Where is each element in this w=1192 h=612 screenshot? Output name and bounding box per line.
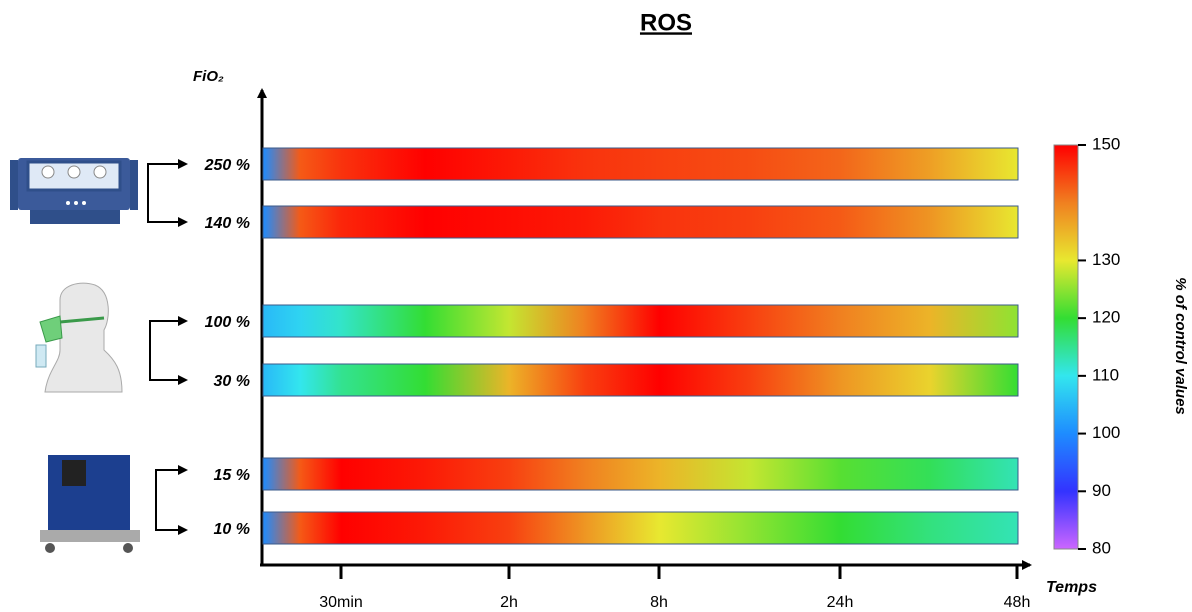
colorbar-tick-label: 120 xyxy=(1092,308,1120,327)
strip-outline xyxy=(262,511,1019,545)
colorbar-tick-label: 130 xyxy=(1092,250,1120,269)
row-label: 140 % xyxy=(205,215,250,232)
heat-segment xyxy=(584,364,660,396)
colorbar-tick-label: 110 xyxy=(1092,365,1119,384)
heat-segment xyxy=(425,206,510,238)
heat-segment xyxy=(341,512,426,544)
strip-outline xyxy=(262,147,1019,181)
heat-segment xyxy=(659,364,751,396)
x-tick-label: 24h xyxy=(827,594,854,611)
heat-segment xyxy=(509,512,585,544)
colorbar xyxy=(1053,144,1079,550)
colorbar-tick-label: 80 xyxy=(1092,538,1111,557)
heat-segment xyxy=(509,364,585,396)
colorbar-tick-label: 100 xyxy=(1092,423,1120,442)
heat-segment xyxy=(263,148,301,180)
strip-outline xyxy=(262,205,1019,239)
heat-segment xyxy=(659,148,751,180)
heat-segment xyxy=(840,206,931,238)
x-tick-label: 30min xyxy=(319,594,363,611)
heat-segment xyxy=(930,148,1019,180)
heat-segment xyxy=(300,512,342,544)
heat-segment xyxy=(263,305,301,337)
x-tick-label: 8h xyxy=(650,594,668,611)
heat-segment xyxy=(750,364,841,396)
heat-segment xyxy=(300,206,342,238)
heat-segment xyxy=(509,148,585,180)
heat-segment xyxy=(300,458,342,490)
row-label: 15 % xyxy=(214,467,250,484)
heat-segment xyxy=(584,458,660,490)
chart-title: ROS xyxy=(640,9,692,36)
heat-segment xyxy=(750,206,841,238)
brackets xyxy=(147,159,188,535)
heat-segment xyxy=(584,148,660,180)
heat-segment xyxy=(425,512,510,544)
heat-segment xyxy=(509,305,585,337)
heat-segment xyxy=(425,148,510,180)
heat-segment xyxy=(584,305,660,337)
heat-segment xyxy=(930,458,1019,490)
heat-segment xyxy=(584,512,660,544)
heat-segment xyxy=(750,512,841,544)
heat-segment xyxy=(840,458,931,490)
heat-segment xyxy=(930,512,1019,544)
heat-segment xyxy=(425,458,510,490)
heat-segment xyxy=(263,512,301,544)
strip-outline xyxy=(262,304,1019,338)
heat-segment xyxy=(263,458,301,490)
heat-segment xyxy=(509,458,585,490)
colorbar-label: % of control values xyxy=(1172,277,1189,415)
incubator-icon xyxy=(10,158,138,224)
heat-segment xyxy=(509,206,585,238)
heat-segment xyxy=(425,305,510,337)
colorbar-tick-label: 150 xyxy=(1092,134,1120,153)
strip-outline xyxy=(262,363,1019,397)
row-label: 250 % xyxy=(204,157,250,174)
x-tick-label: 48h xyxy=(1004,594,1031,611)
heat-segment xyxy=(425,364,510,396)
row-label: 100 % xyxy=(205,314,250,331)
heat-segment xyxy=(300,364,342,396)
heat-segment xyxy=(659,512,751,544)
heat-segment xyxy=(930,305,1019,337)
heat-segment xyxy=(341,458,426,490)
y-axis-label: FiO₂ xyxy=(193,68,224,85)
row-label: 10 % xyxy=(214,521,250,538)
heat-segment xyxy=(840,512,931,544)
heat-segment xyxy=(659,458,751,490)
heat-segment xyxy=(341,305,426,337)
patient-mask-icon xyxy=(35,282,123,393)
heat-segment xyxy=(659,206,751,238)
heat-segment xyxy=(263,206,301,238)
strip-outline xyxy=(262,457,1019,491)
heat-segment xyxy=(930,206,1019,238)
row-label: 30 % xyxy=(214,373,250,390)
heat-segment xyxy=(750,148,841,180)
heat-segment xyxy=(300,148,342,180)
x-axis-label: Temps xyxy=(1046,579,1097,596)
heat-segment xyxy=(840,148,931,180)
x-tick-label: 2h xyxy=(500,594,518,611)
heat-segment xyxy=(930,364,1019,396)
heat-segment xyxy=(300,305,342,337)
colorbar-tick-label: 90 xyxy=(1092,481,1111,500)
ventilator-icon xyxy=(40,455,140,553)
heat-segment xyxy=(341,148,426,180)
heat-segment xyxy=(341,206,426,238)
heat-segment xyxy=(750,305,841,337)
heat-segment xyxy=(840,364,931,396)
heat-segment xyxy=(840,305,931,337)
heat-segment xyxy=(263,364,301,396)
heat-segment xyxy=(750,458,841,490)
heat-segment xyxy=(584,206,660,238)
heat-segment xyxy=(341,364,426,396)
heat-segment xyxy=(659,305,751,337)
